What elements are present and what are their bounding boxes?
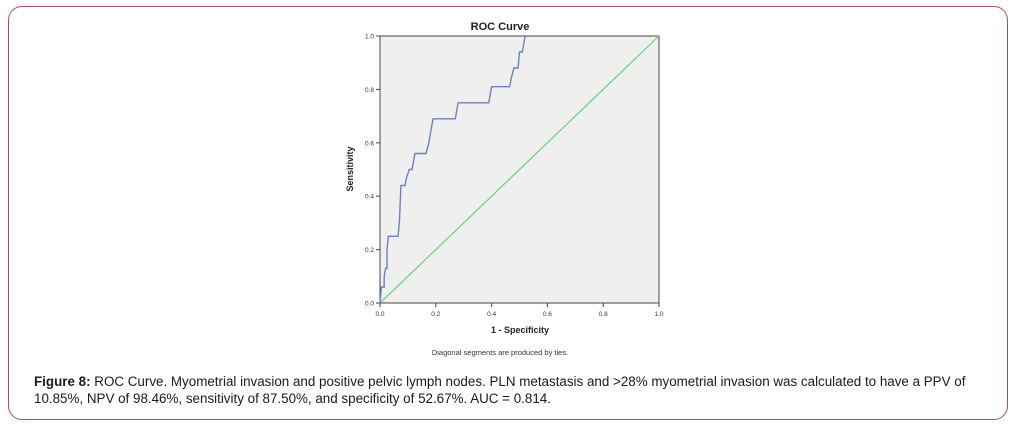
figure-caption-text: ROC Curve. Myometrial invasion and posit… (34, 374, 966, 406)
chart-title: ROC Curve (471, 21, 530, 33)
roc-curve-line (379, 35, 526, 304)
x-tick-label: 1.0 (654, 311, 663, 318)
x-axis-label: 1 - Specificity (491, 325, 549, 335)
x-tick-label: 0.8 (599, 311, 608, 318)
y-tick-label: 0.6 (365, 140, 374, 147)
y-axis-label: Sensitivity (345, 146, 355, 191)
x-tick-label: 0.6 (543, 311, 552, 318)
figure-label: Figure 8: (34, 374, 91, 389)
y-tick-label: 1.0 (365, 34, 374, 41)
reference-line (379, 35, 660, 304)
x-tick-label: 0.4 (487, 311, 496, 318)
x-tick-label: 0.2 (431, 311, 440, 318)
y-tick-label: 0.2 (365, 247, 374, 254)
chart-footnote: Diagonal segments are produced by ties. (432, 348, 568, 357)
y-tick-label: 0.4 (365, 194, 374, 201)
figure-caption: Figure 8: ROC Curve. Myometrial invasion… (34, 373, 994, 407)
x-tick-label: 0.0 (375, 311, 384, 318)
y-tick-label: 0.0 (365, 301, 374, 308)
y-tick-label: 0.8 (365, 87, 374, 94)
